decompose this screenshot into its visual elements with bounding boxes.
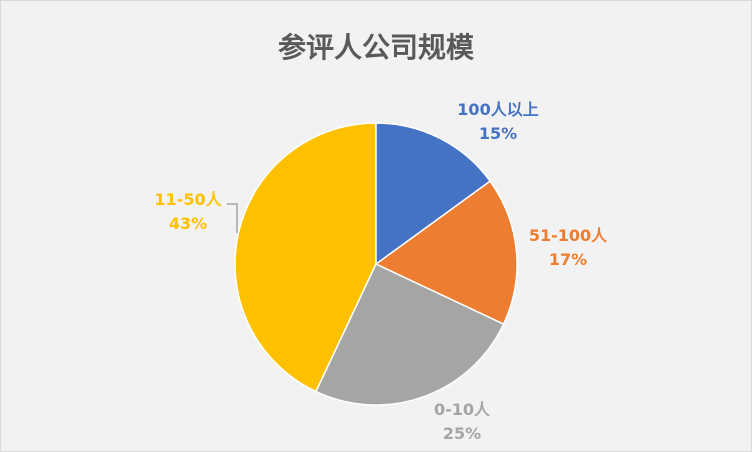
pie-slice-51-100人 xyxy=(374,180,518,326)
data-label-100-plus: 100人以上 15% xyxy=(457,100,539,143)
pie-slice-11-50人 xyxy=(234,122,377,393)
data-label-51-100: 51-100人 17% xyxy=(528,226,608,269)
pie-slice-0-10人 xyxy=(314,263,505,406)
chart-title: 参评人公司规模 xyxy=(277,31,474,64)
data-label-0-10: 0-10人 25% xyxy=(433,400,491,443)
leader-line xyxy=(227,203,238,233)
pie-slice-100人以上 xyxy=(375,122,492,266)
data-label-11-50: 11-50人 43% xyxy=(154,190,222,233)
